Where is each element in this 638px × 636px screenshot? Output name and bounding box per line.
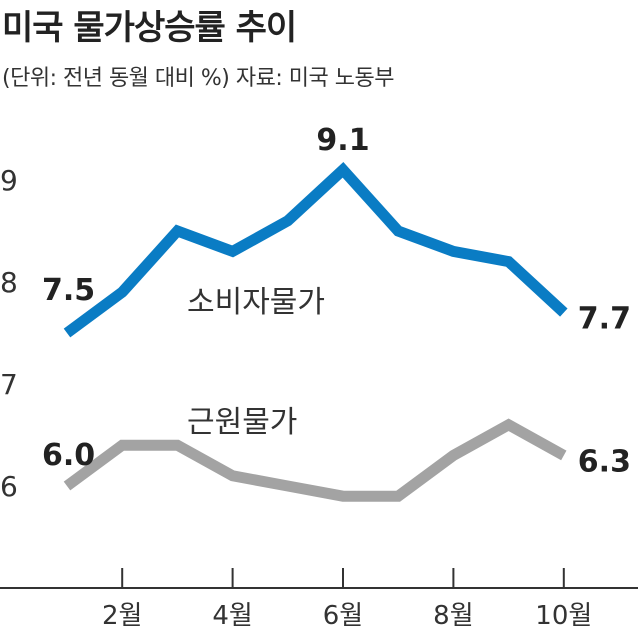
series-label-cpi: 소비자물가 (187, 285, 325, 320)
data-label: 6.0 (42, 438, 95, 473)
data-label: 7.7 (578, 302, 631, 337)
chart-title: 미국 물가상승률 추이 (2, 8, 297, 48)
y-tick-label: 6 (0, 470, 18, 503)
chart-subtitle: (단위: 전년 동월 대비 %) 자료: 미국 노동부 (2, 66, 394, 91)
x-tick-label: 6월 (323, 601, 363, 631)
x-tick-label: 10월 (535, 601, 592, 631)
x-tick-label: 4월 (212, 601, 252, 631)
x-tick-label: 2월 (102, 601, 142, 631)
series-label-core: 근원물가 (187, 405, 297, 440)
series-line-core (63, 418, 567, 502)
y-tick-label: 7 (0, 368, 18, 401)
data-label: 6.3 (578, 444, 631, 479)
data-label: 9.1 (316, 123, 369, 158)
x-tick-label: 8월 (433, 601, 473, 631)
series-line-cpi (63, 161, 568, 338)
data-label: 7.5 (42, 273, 95, 308)
y-tick-label: 9 (0, 164, 18, 197)
y-tick-label: 8 (0, 266, 18, 299)
